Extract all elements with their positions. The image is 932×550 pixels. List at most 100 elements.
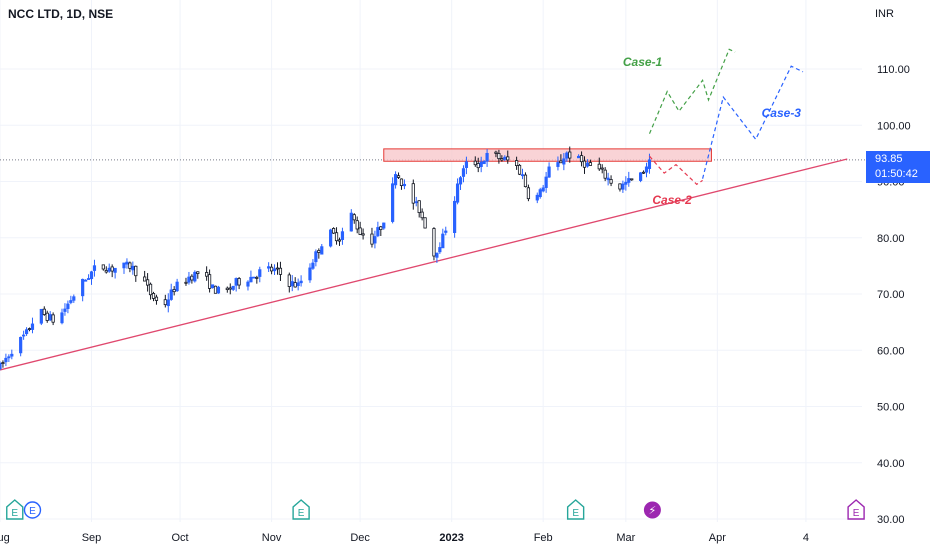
time-axis[interactable]: Aug Sep Oct Nov Dec 2023 Feb Mar Apr 4 — [0, 532, 809, 544]
candle-body — [609, 179, 613, 184]
candle-body — [417, 200, 421, 213]
price-tick-label: 100.00 — [877, 120, 911, 132]
candle-body — [503, 156, 507, 160]
candle-body — [482, 161, 486, 165]
candle-body — [600, 167, 604, 170]
projection-label: Case-3 — [762, 106, 802, 120]
event-glyph: E — [853, 508, 860, 519]
candle-body — [438, 247, 442, 253]
candle-body — [644, 166, 649, 173]
candle-body — [391, 183, 395, 222]
candle-body — [565, 152, 569, 159]
candle-body — [420, 211, 424, 219]
projection-paths[interactable]: Case-1 Case-2 Case-3 — [623, 48, 804, 207]
event-glyph: E — [29, 506, 36, 517]
candle-body — [175, 281, 179, 292]
bar-countdown: 01:50:42 — [875, 168, 918, 180]
candle-body — [588, 162, 593, 166]
candle-body — [1, 362, 5, 364]
candle-body — [423, 217, 427, 229]
price-tick-label: 50.00 — [877, 402, 905, 414]
candle-body — [210, 284, 215, 289]
candle-body — [517, 164, 522, 175]
candle-body — [22, 334, 26, 337]
price-tick-label: 30.00 — [877, 514, 905, 526]
candle-body — [547, 166, 551, 178]
candle-body — [370, 233, 374, 245]
candle-body — [148, 283, 153, 296]
candle-body — [497, 153, 501, 160]
candle-body — [311, 262, 315, 269]
price-tick-label: 40.00 — [877, 458, 905, 470]
candle-body — [128, 262, 132, 269]
candle-body — [556, 162, 560, 167]
candle-body — [122, 262, 126, 269]
candle-body — [213, 285, 218, 294]
candle-body — [193, 271, 197, 282]
candle-body — [299, 280, 303, 284]
projection-case-2 — [649, 155, 703, 186]
event-glyph: E — [298, 508, 305, 519]
candle-body — [485, 152, 489, 162]
time-tick-label: Sep — [82, 532, 102, 544]
candle-body — [526, 187, 531, 200]
candle-body — [379, 226, 383, 231]
candle-body — [104, 270, 108, 273]
event-glyph: E — [572, 508, 579, 519]
candle-body — [255, 276, 259, 279]
projection-label: Case-1 — [623, 55, 663, 69]
candle-body — [237, 278, 241, 286]
candle-body — [361, 233, 365, 236]
candle-body — [234, 278, 238, 286]
candle-body — [331, 228, 336, 234]
candle-body — [414, 201, 418, 204]
candle-body — [444, 230, 448, 233]
candle-body — [641, 171, 646, 174]
candle-body — [453, 200, 457, 234]
time-tick-label: Dec — [350, 532, 370, 544]
candle-body — [500, 158, 504, 161]
candle-body — [187, 276, 191, 283]
candle-body — [441, 233, 445, 249]
candle-body — [184, 281, 188, 284]
candle-body — [352, 214, 356, 221]
candle-body — [538, 189, 542, 198]
resistance-zone[interactable] — [383, 148, 712, 162]
candle-body — [143, 276, 147, 282]
candle-body — [647, 159, 652, 169]
event-markers[interactable]: E E E E ⚡ E — [6, 499, 865, 520]
chart-title: NCC LTD, 1D, NSE — [8, 7, 114, 21]
price-tick-label: 70.00 — [877, 289, 905, 301]
candle-body — [494, 151, 498, 154]
candle-body — [329, 229, 333, 247]
candle-body — [287, 274, 291, 287]
candle-body — [92, 265, 97, 271]
candle-body — [337, 239, 342, 242]
candle-body — [317, 250, 321, 253]
candle-body — [515, 160, 519, 166]
price-axis[interactable]: 110.00100.0090.0080.0070.0060.0050.0040.… — [877, 64, 911, 526]
candle-body — [113, 267, 117, 273]
candle-body — [86, 278, 91, 280]
candle-body — [163, 299, 167, 306]
candle-body — [275, 267, 280, 270]
candle-body — [269, 266, 274, 272]
candle-body — [627, 178, 631, 183]
candle-body — [228, 287, 232, 290]
earnings-event-icon — [566, 499, 585, 520]
candle-body — [461, 168, 466, 177]
candle-body — [606, 177, 610, 181]
candle-body — [597, 163, 601, 170]
candle-body — [84, 279, 88, 282]
candle-body — [402, 183, 407, 187]
candle-body — [393, 174, 398, 186]
trendline[interactable] — [0, 158, 848, 371]
projection-case-1 — [648, 48, 736, 134]
time-tick-label: 2023 — [439, 532, 463, 544]
time-tick-label: Aug — [0, 532, 10, 544]
candle-body — [411, 183, 415, 204]
candle-body — [293, 282, 297, 288]
candle-body — [172, 289, 176, 293]
candle-body — [358, 227, 362, 235]
